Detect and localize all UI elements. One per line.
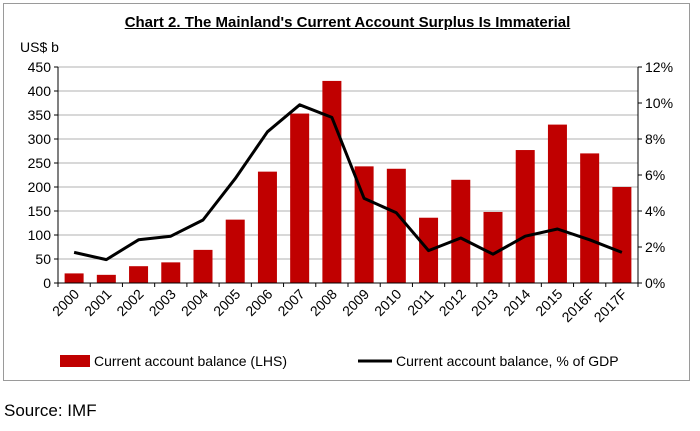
x-tick-label: 2013 bbox=[468, 286, 501, 319]
bar-2010 bbox=[386, 168, 406, 283]
bar-2006 bbox=[257, 171, 277, 283]
x-tick-label: 2006 bbox=[242, 286, 275, 319]
x-tick-label: 2016F bbox=[558, 286, 597, 325]
bar-2017F bbox=[612, 187, 632, 283]
x-tick-label: 2007 bbox=[274, 286, 307, 319]
legend-label-bar: Current account balance (LHS) bbox=[94, 353, 287, 369]
bar-2012 bbox=[451, 179, 471, 283]
left-tick-label: 50 bbox=[35, 251, 51, 267]
bar-2005 bbox=[225, 219, 245, 283]
left-tick-label: 150 bbox=[28, 203, 52, 219]
bar-2000 bbox=[64, 273, 84, 283]
bar-2016F bbox=[580, 153, 600, 283]
bar-2008 bbox=[322, 80, 342, 283]
left-tick-label: 300 bbox=[28, 131, 52, 147]
right-tick-label: 8% bbox=[645, 131, 665, 147]
x-tick-label: 2009 bbox=[339, 286, 372, 319]
right-tick-label: 2% bbox=[645, 239, 665, 255]
chart-title: Chart 2. The Mainland's Current Account … bbox=[124, 14, 571, 31]
right-tick-label: 4% bbox=[645, 203, 665, 219]
x-tick-label: 2003 bbox=[146, 286, 179, 319]
bar-2014 bbox=[515, 150, 535, 283]
bar-2013 bbox=[483, 211, 503, 283]
right-tick-label: 10% bbox=[645, 95, 673, 111]
left-tick-label: 0 bbox=[43, 275, 51, 291]
left-tick-label: 450 bbox=[28, 59, 52, 75]
right-tick-label: 12% bbox=[645, 59, 673, 75]
chart-frame: Chart 2. The Mainland's Current Account … bbox=[3, 3, 690, 381]
x-tick-label: 2004 bbox=[178, 286, 211, 319]
bar-2007 bbox=[290, 113, 310, 283]
right-tick-label: 0% bbox=[645, 275, 665, 291]
left-tick-label: 100 bbox=[28, 227, 52, 243]
legend-label-line: Current account balance, % of GDP bbox=[396, 353, 619, 369]
right-tick-label: 6% bbox=[645, 167, 665, 183]
line-series-gdp-pct bbox=[73, 103, 623, 262]
bar-2001 bbox=[96, 274, 116, 283]
x-tick-label: 2001 bbox=[81, 286, 114, 319]
bar-2004 bbox=[193, 249, 213, 283]
left-tick-label: 250 bbox=[28, 155, 52, 171]
left-axis-label: US$ b bbox=[20, 39, 59, 55]
left-tick-label: 400 bbox=[28, 83, 52, 99]
bar-2015 bbox=[547, 124, 567, 283]
bar-2003 bbox=[161, 262, 181, 283]
x-tick-label: 2014 bbox=[500, 286, 533, 319]
x-tick-label: 2005 bbox=[210, 286, 243, 319]
left-tick-label: 350 bbox=[28, 107, 52, 123]
x-tick-label: 2000 bbox=[49, 286, 82, 319]
bar-2002 bbox=[129, 266, 149, 283]
bar-2009 bbox=[354, 166, 374, 283]
x-tick-label: 2017F bbox=[591, 286, 630, 325]
x-tick-label: 2002 bbox=[113, 286, 146, 319]
left-tick-label: 200 bbox=[28, 179, 52, 195]
x-tick-label: 2012 bbox=[436, 286, 469, 319]
source-note: Source: IMF bbox=[4, 401, 97, 420]
x-tick-label: 2010 bbox=[371, 286, 404, 319]
legend-swatch-bar bbox=[60, 355, 90, 367]
x-tick-label: 2008 bbox=[307, 286, 340, 319]
x-tick-label: 2011 bbox=[404, 286, 437, 319]
